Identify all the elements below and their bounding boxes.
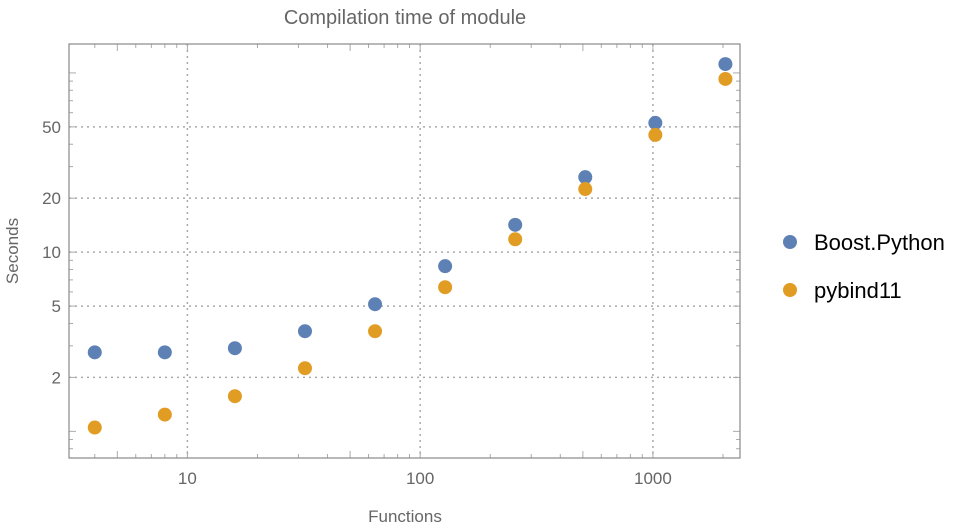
point-boost-python — [368, 297, 383, 312]
ticks: 10 100 1000 2 5 10 20 50 — [42, 44, 740, 488]
point-boost-python — [508, 217, 523, 232]
point-boost-python — [227, 341, 242, 356]
y-tick-label: 5 — [52, 297, 61, 316]
point-pybind11 — [227, 389, 242, 404]
point-boost-python — [648, 115, 663, 130]
y-tick-label: 20 — [42, 189, 61, 208]
legend-marker-pybind11 — [783, 283, 797, 297]
point-pybind11 — [648, 127, 663, 142]
point-boost-python — [578, 170, 593, 185]
point-pybind11 — [508, 232, 523, 247]
x-tick-label: 1000 — [634, 469, 672, 488]
y-tick-label: 50 — [42, 118, 61, 137]
point-boost-python — [297, 324, 312, 339]
legend: Boost.Python pybind11 — [783, 230, 945, 303]
point-boost-python — [718, 57, 733, 72]
legend-label-boost-python: Boost.Python — [814, 230, 945, 255]
points — [87, 57, 733, 435]
point-pybind11 — [87, 420, 102, 435]
point-boost-python — [438, 259, 453, 274]
point-pybind11 — [718, 71, 733, 86]
point-pybind11 — [578, 182, 593, 197]
chart-title: Compilation time of module — [284, 7, 526, 29]
point-pybind11 — [438, 280, 453, 295]
x-tick-label: 100 — [406, 469, 434, 488]
y-tick-label: 10 — [42, 243, 61, 262]
y-tick-label: 2 — [52, 368, 61, 387]
x-axis-label: Functions — [368, 507, 442, 525]
grid — [69, 44, 740, 458]
y-axis-label: Seconds — [3, 218, 22, 284]
plot-frame — [68, 43, 741, 459]
legend-label-pybind11: pybind11 — [814, 278, 902, 303]
point-pybind11 — [157, 407, 172, 422]
point-pybind11 — [297, 361, 312, 376]
legend-marker-boost-python — [783, 235, 797, 249]
point-boost-python — [157, 345, 172, 360]
point-pybind11 — [368, 324, 383, 339]
point-boost-python — [87, 345, 102, 360]
x-tick-label: 10 — [178, 469, 197, 488]
